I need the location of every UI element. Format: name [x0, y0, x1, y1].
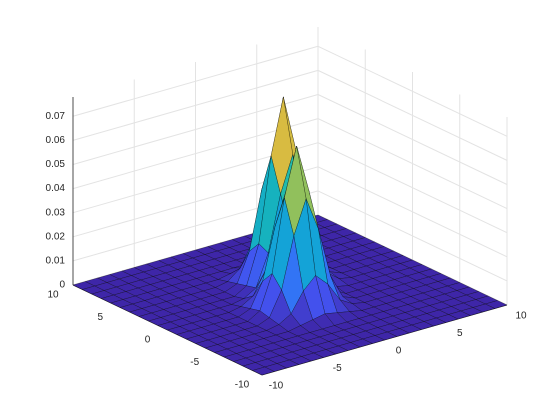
grid-line [317, 190, 508, 282]
grid-line [317, 69, 508, 161]
x-tick-label: 5 [457, 328, 463, 339]
z-tick-label: 0.03 [46, 207, 66, 218]
surface-patch [252, 366, 275, 376]
grid-line [72, 94, 319, 165]
z-tick-label: 0.01 [46, 256, 66, 267]
y-tick-label: -5 [190, 357, 199, 368]
x-tick-label: -10 [269, 381, 284, 392]
z-tick-label: 0.02 [46, 231, 66, 242]
z-tick-label: 0 [59, 280, 65, 291]
x-tick-label: 10 [515, 311, 527, 322]
z-tick-label: 0.05 [46, 159, 66, 170]
z-tick-label: 0.06 [46, 135, 66, 146]
y-tick-label: 0 [145, 335, 151, 346]
y-tick-label: 10 [47, 290, 59, 301]
y-tick-label: 5 [97, 312, 103, 323]
grid-line [317, 142, 508, 234]
x-tick-label: -5 [333, 363, 342, 374]
y-tick-label: -10 [235, 380, 250, 391]
grid-line [72, 45, 319, 117]
grid-line [317, 94, 508, 185]
grid-line [72, 69, 319, 141]
z-tick-label: 0.07 [46, 111, 66, 122]
grid-line [317, 166, 508, 258]
x-tick-label: 0 [396, 346, 402, 357]
z-tick-label: 0.04 [46, 183, 66, 194]
grid-line [317, 45, 508, 137]
grid-line [317, 118, 508, 210]
